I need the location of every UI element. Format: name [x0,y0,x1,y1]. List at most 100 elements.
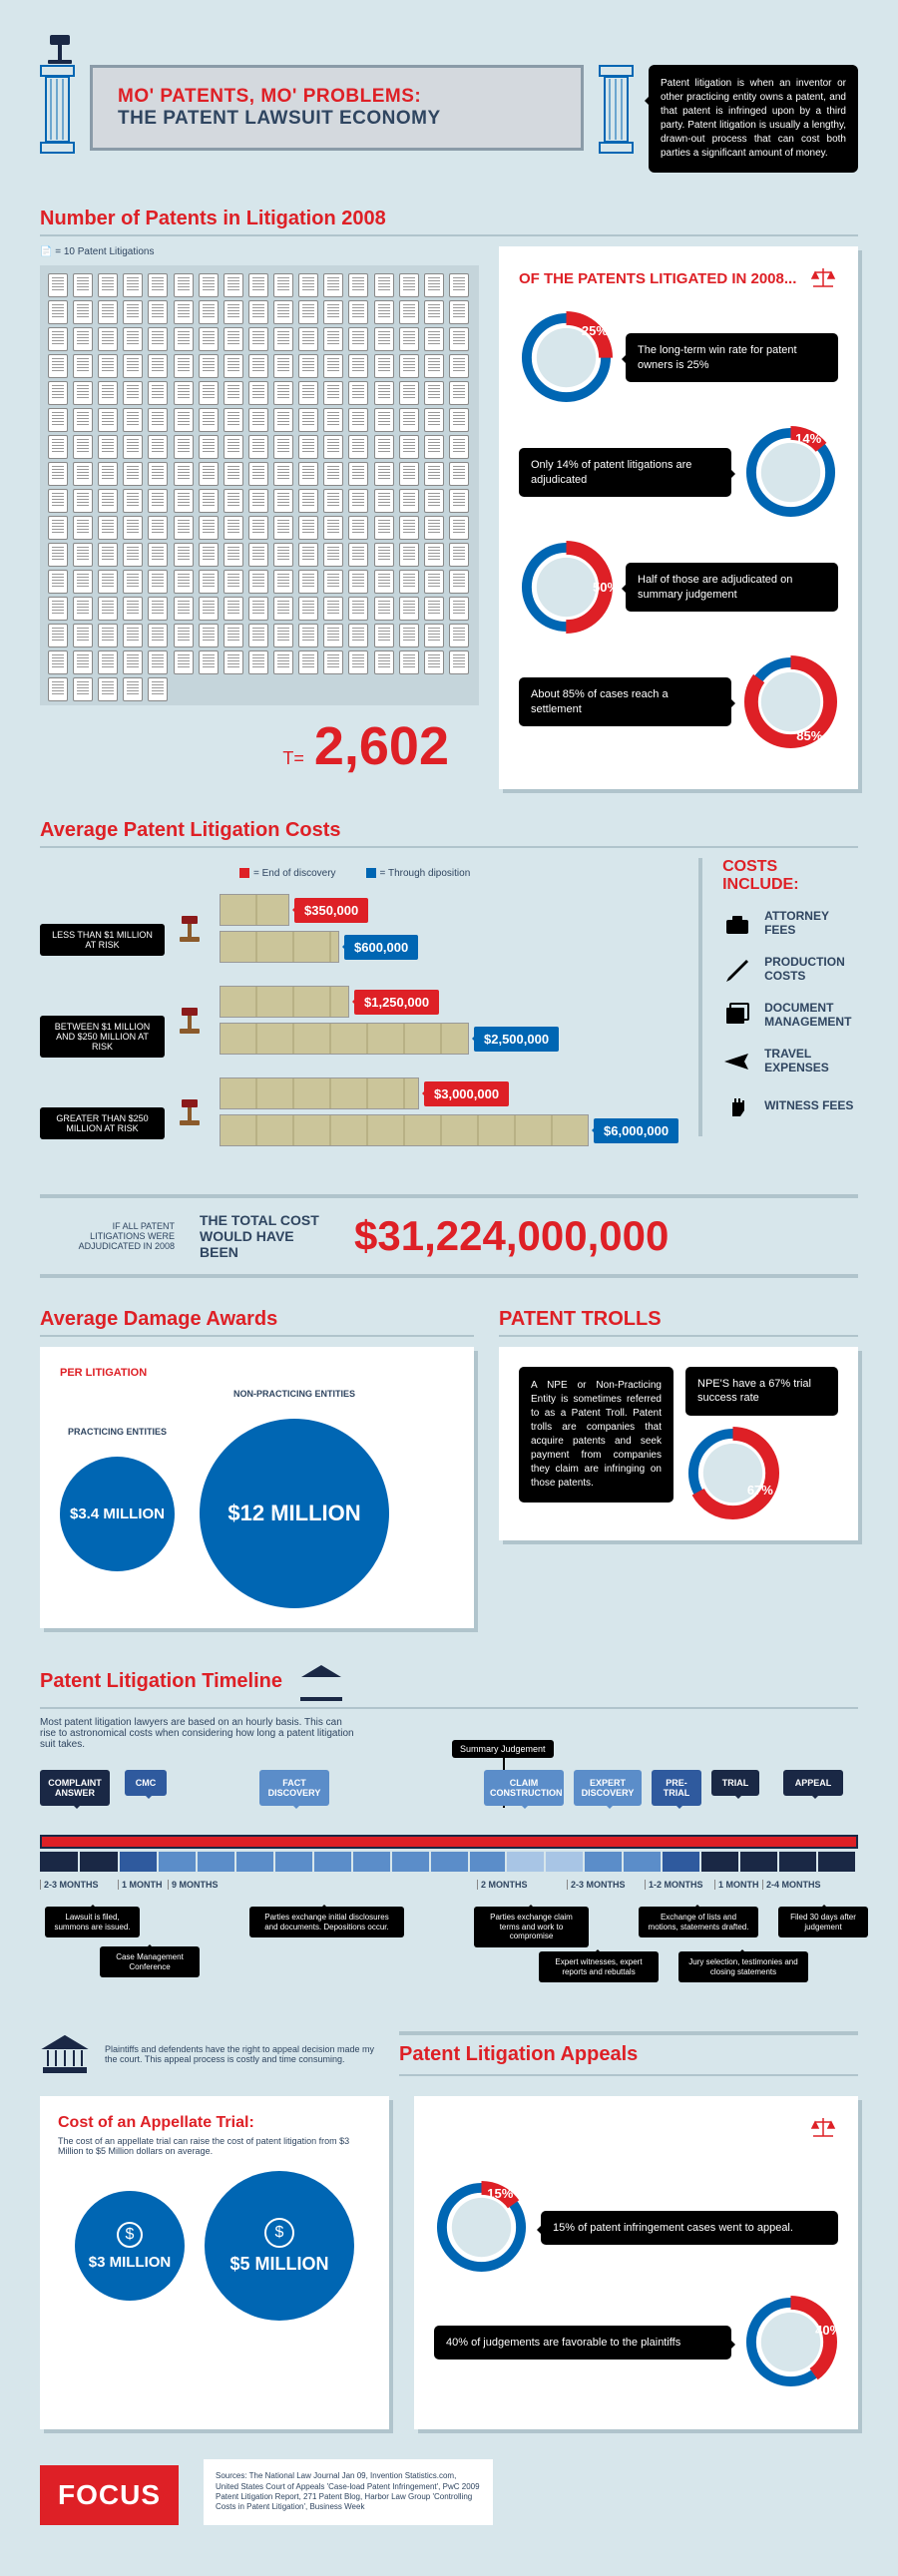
risk-label: GREATER THAN $250 MILLION AT RISK [40,1107,165,1139]
doc-icon [449,381,469,405]
doc-icon [148,650,168,674]
amount-blue: $600,000 [344,935,418,960]
doc-icon [399,381,419,405]
timeline-durations: 2-3 MONTHS1 MONTH9 MONTHS2 MONTHS2-3 MON… [40,1880,858,1890]
doc-icon [48,408,68,432]
doc-icon [73,677,93,701]
doc-icon [449,570,469,594]
doc-icon [449,300,469,324]
court-icon [40,2034,90,2074]
doc-icon [199,273,219,297]
litigation-heading: Number of Patents in Litigation 2008 [40,208,858,236]
doc-icon [48,462,68,486]
total-label: T= [282,748,304,768]
doc-icon [123,381,143,405]
doc-icon [323,597,343,621]
doc-icon [348,435,368,459]
doc-icon [348,624,368,647]
plane-icon [722,1048,752,1073]
appellate-circle-2: $$5 MILLION [205,2171,354,2321]
doc-icon [98,327,118,351]
doc-icon [98,677,118,701]
doc-icon [449,597,469,621]
trolls-box: A NPE or Non-Practicing Entity is someti… [499,1347,858,1540]
doc-icon [424,516,444,540]
timeline-stage: PRE-TRIAL [652,1770,701,1806]
appellate-box: Cost of an Appellate Trial: The cost of … [40,2096,389,2429]
doc-icon [148,516,168,540]
doc-icon [273,435,293,459]
troll-callout: NPE'S have a 67% trial success rate [685,1367,838,1416]
timeline-bottom-labels: Lawsuit is filed, summons are issued.Cas… [40,1902,858,2001]
doc-icon [399,543,419,567]
doc-icon [224,597,243,621]
doc-icon [348,489,368,513]
costs-include: COSTS INCLUDE: ATTORNEY FEES PRODUCTION … [698,858,858,1136]
doc-icon [424,273,444,297]
doc-legend: 📄 = 10 Patent Litigations [40,246,479,257]
doc-icon [348,273,368,297]
doc-icon [199,300,219,324]
doc-icon [48,570,68,594]
doc-icon [449,462,469,486]
doc-icon [224,300,243,324]
timeline-bottom: Jury selection, testimonies and closing … [678,1951,808,1982]
troll-description: A NPE or Non-Practicing Entity is someti… [519,1367,674,1503]
doc-icon [148,597,168,621]
doc-icon [424,489,444,513]
doc-icon [174,543,194,567]
doc-icon [348,300,368,324]
nonpracticing-label: NON-PRACTICING ENTITIES [200,1389,389,1399]
doc-icon [399,570,419,594]
doc-icon [174,300,194,324]
timeline-stage: COMPLAINT ANSWER [40,1770,110,1806]
doc-icon [298,381,318,405]
doc-icon [174,489,194,513]
timeline-bottom: Exchange of lists and motions, statement… [639,1907,758,1937]
doc-icon [424,354,444,378]
doc-icon [123,462,143,486]
doc-icon [73,516,93,540]
doc-icon [399,327,419,351]
doc-icon [323,624,343,647]
doc-icon [123,489,143,513]
doc-icon [449,624,469,647]
donut-chart: 85% [743,654,838,749]
gavel-icon [170,1097,210,1127]
doc-icon [298,327,318,351]
doc-icon [199,543,219,567]
cost-item-label: TRAVEL EXPENSES [764,1047,858,1074]
summary-judgement-marker: Summary Judgement [452,1740,554,1758]
doc-icon [73,408,93,432]
doc-icon [48,354,68,378]
doc-icon [424,624,444,647]
doc-icon [348,381,368,405]
timeline-stage: CLAIM CONSTRUCTION [484,1770,564,1806]
doc-icon [98,435,118,459]
pillar-icon [599,65,634,155]
doc-icon [273,597,293,621]
doc-icon [199,516,219,540]
doc-icon [123,516,143,540]
doc-icon [348,570,368,594]
doc-icon [374,354,394,378]
doc-icon [323,408,343,432]
doc-icon [98,516,118,540]
doc-icon [323,327,343,351]
doc-icon [374,570,394,594]
timeline-bottom: Filed 30 days after judgement [778,1907,868,1937]
doc-icon [73,273,93,297]
timeline-stages: COMPLAINT ANSWERCMCFACT DISCOVERYCLAIM C… [40,1770,858,1830]
costs-legend: = End of discovery = Through diposition [239,868,678,879]
doc-icon [374,516,394,540]
doc-icon [323,381,343,405]
doc-icon [323,435,343,459]
timeline-section: Patent Litigation Timeline Most patent l… [40,1663,858,2001]
doc-icon [298,597,318,621]
doc-icon [374,327,394,351]
appellate-title: Cost of an Appellate Trial: [58,2114,371,2132]
timeline-bar [40,1835,858,1849]
doc-icon [273,381,293,405]
doc-icon [148,435,168,459]
risk-label: LESS THAN $1 MILLION AT RISK [40,924,165,956]
